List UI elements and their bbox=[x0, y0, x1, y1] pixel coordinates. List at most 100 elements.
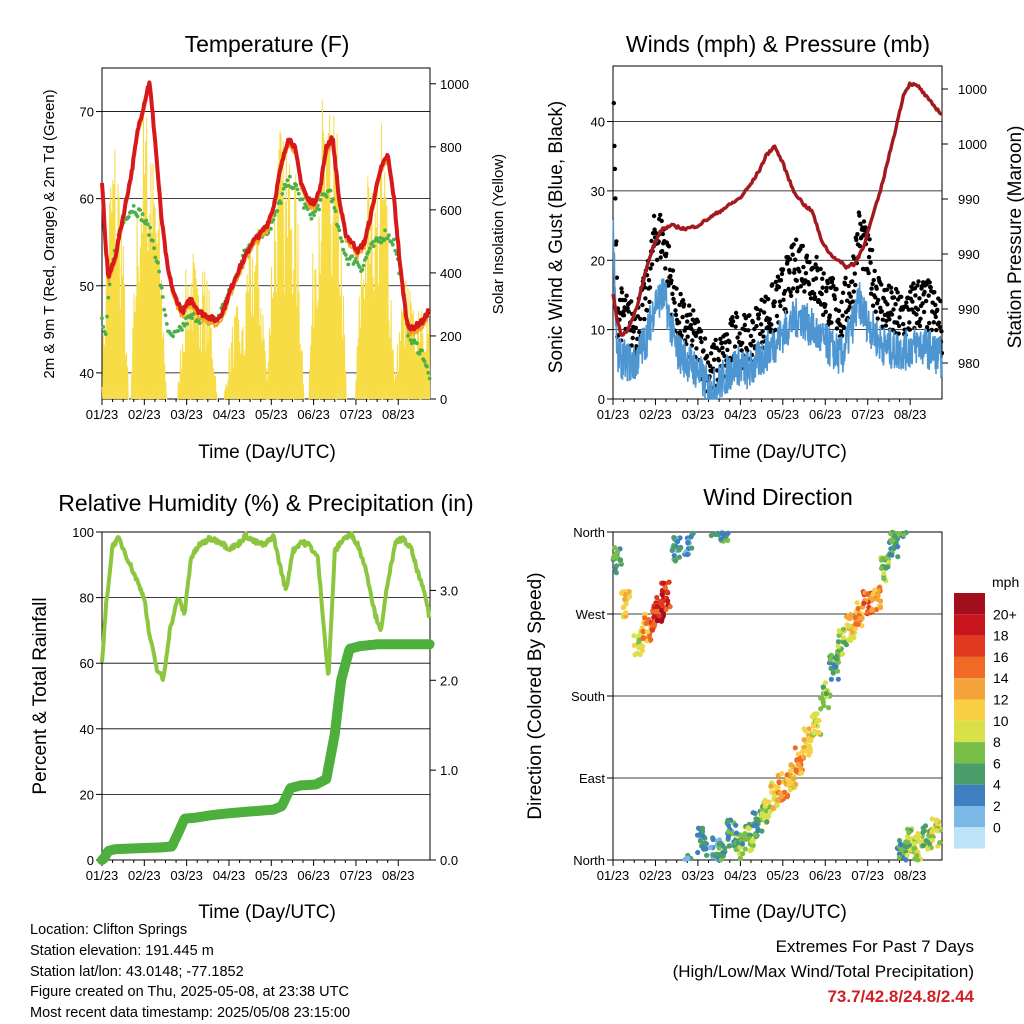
direction-point bbox=[793, 781, 799, 787]
gust-point bbox=[756, 312, 762, 317]
direction-point bbox=[896, 837, 903, 844]
direction-point bbox=[634, 650, 641, 656]
gust-point bbox=[712, 357, 717, 362]
gust-point bbox=[681, 302, 687, 307]
legend-swatch bbox=[954, 784, 985, 806]
dewpoint-point bbox=[387, 233, 391, 238]
y-tick-label: 0 bbox=[87, 853, 94, 868]
dewpoint-point bbox=[159, 285, 164, 290]
x-tick-label: 01/23 bbox=[597, 868, 630, 883]
temperature-ylabel-left: 2m & 9m T (Red, Orange) & 2m Td (Green) bbox=[41, 89, 58, 378]
gust-point bbox=[883, 323, 889, 328]
gust-point bbox=[913, 293, 918, 298]
gust-point bbox=[813, 262, 818, 267]
gust-point bbox=[926, 293, 931, 298]
gust-point bbox=[737, 331, 742, 336]
gust-point bbox=[717, 348, 722, 353]
y-tick-label: 50 bbox=[80, 279, 94, 294]
dewpoint-point bbox=[385, 236, 390, 241]
gust-point bbox=[836, 308, 842, 313]
direction-point bbox=[888, 531, 894, 537]
extremes-values: 73.7/42.8/24.8/2.44 bbox=[827, 987, 974, 1006]
temperature-panel: Temperature (F) 40 50 60 70 0 200 400 600 800 100… bbox=[41, 31, 507, 463]
gust-point bbox=[912, 286, 918, 291]
latlon-text: Station lat/lon: 43.0148; -77.1852 bbox=[30, 963, 244, 980]
direction-point bbox=[835, 676, 841, 682]
direction-point bbox=[929, 837, 936, 844]
dewpoint-point bbox=[145, 222, 150, 227]
direction-point bbox=[742, 831, 748, 837]
gust-point bbox=[857, 213, 862, 218]
gust-point bbox=[749, 343, 754, 348]
direction-point bbox=[737, 855, 744, 862]
gust-point bbox=[803, 271, 809, 276]
direction-point bbox=[830, 670, 836, 676]
y2-tick-label: 1000 bbox=[440, 77, 469, 92]
direction-point bbox=[725, 530, 731, 536]
y2-tick-label: 200 bbox=[440, 329, 462, 344]
gust-point bbox=[775, 274, 781, 279]
dewpoint-point bbox=[275, 209, 280, 213]
direction-point bbox=[759, 828, 765, 834]
direction-point bbox=[791, 776, 797, 782]
gust-point bbox=[643, 296, 648, 301]
direction-point bbox=[762, 803, 768, 809]
dewpoint-point bbox=[392, 237, 396, 242]
direction-point bbox=[835, 639, 842, 645]
gust-point bbox=[812, 295, 818, 300]
direction-point bbox=[787, 787, 794, 793]
y2-tick-label: 990 bbox=[958, 247, 980, 262]
direction-point bbox=[685, 539, 691, 546]
dewpoint-point bbox=[107, 282, 112, 287]
dewpoint-point bbox=[383, 228, 387, 233]
solar-insolation-trace bbox=[240, 228, 269, 400]
direction-point bbox=[904, 852, 910, 858]
gust-point bbox=[885, 302, 890, 307]
dewpoint-point bbox=[422, 359, 427, 364]
gust-point bbox=[619, 290, 625, 295]
gust-point bbox=[821, 271, 826, 276]
gust-point bbox=[658, 255, 663, 260]
gust-point bbox=[670, 268, 676, 273]
gust-point bbox=[673, 308, 678, 313]
gust-point bbox=[794, 278, 799, 283]
gust-point bbox=[647, 299, 652, 305]
gust-point bbox=[672, 300, 677, 305]
gust-point bbox=[690, 338, 695, 343]
direction-point bbox=[716, 845, 722, 851]
gust-point bbox=[891, 307, 896, 312]
gust-point bbox=[807, 260, 812, 265]
direction-point bbox=[897, 841, 904, 848]
gust-point bbox=[802, 289, 807, 294]
gust-point bbox=[896, 331, 901, 336]
y-tick-label: 60 bbox=[80, 192, 94, 207]
gust-point bbox=[754, 323, 759, 329]
temperature-ylabel-right: Solar Insolation (Yellow) bbox=[490, 154, 507, 314]
direction-point bbox=[811, 730, 817, 736]
direction-point bbox=[843, 614, 850, 620]
gust-point bbox=[693, 333, 699, 339]
direction-point bbox=[787, 779, 794, 785]
solar-insolation-trace bbox=[367, 123, 396, 400]
gust-point bbox=[840, 290, 846, 295]
dewpoint-point bbox=[393, 248, 398, 253]
direction-ylabel-left: Direction (Colored By Speed) bbox=[525, 572, 546, 819]
dewpoint-point bbox=[176, 329, 181, 333]
x-tick-label: 01/23 bbox=[86, 407, 119, 422]
gust-point bbox=[651, 213, 657, 219]
gust-point bbox=[733, 324, 738, 329]
direction-point bbox=[636, 637, 642, 643]
dewpoint-point bbox=[105, 314, 109, 319]
gust-point bbox=[767, 316, 772, 322]
x-tick-label: 07/23 bbox=[340, 868, 373, 883]
gust-point bbox=[839, 299, 844, 305]
direction-point bbox=[915, 857, 921, 863]
gust-point bbox=[850, 299, 855, 304]
direction-point bbox=[666, 579, 672, 585]
gust-point bbox=[911, 281, 916, 286]
winds-ylabel-left: Sonic Wind & Gust (Blue, Black) bbox=[546, 101, 567, 373]
direction-point bbox=[654, 618, 661, 624]
gust-point bbox=[848, 294, 853, 299]
dewpoint-point bbox=[317, 207, 321, 212]
direction-point bbox=[877, 605, 884, 611]
